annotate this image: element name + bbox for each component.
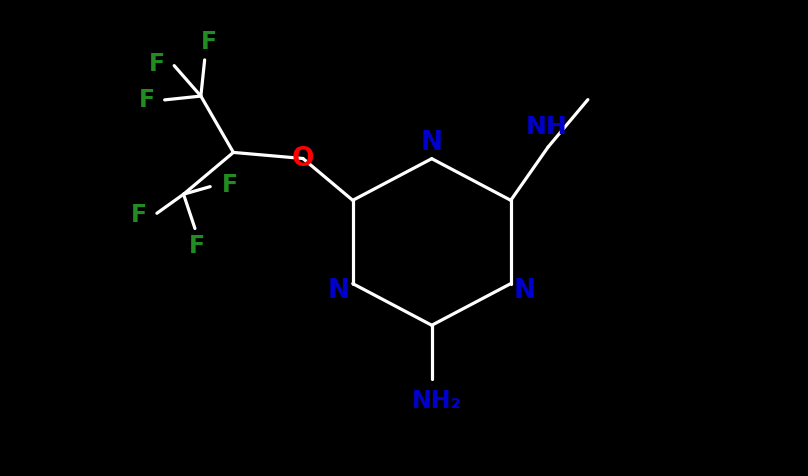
Text: F: F [222, 173, 238, 197]
Text: F: F [149, 52, 165, 76]
Text: NH: NH [526, 115, 567, 139]
Text: F: F [188, 234, 204, 258]
Text: NH₂: NH₂ [411, 388, 461, 413]
Text: N: N [421, 130, 443, 156]
Text: F: F [132, 203, 148, 227]
Text: O: O [292, 146, 314, 171]
Text: F: F [139, 88, 155, 112]
Text: N: N [514, 278, 536, 304]
Text: F: F [200, 30, 217, 54]
Text: N: N [328, 278, 350, 304]
